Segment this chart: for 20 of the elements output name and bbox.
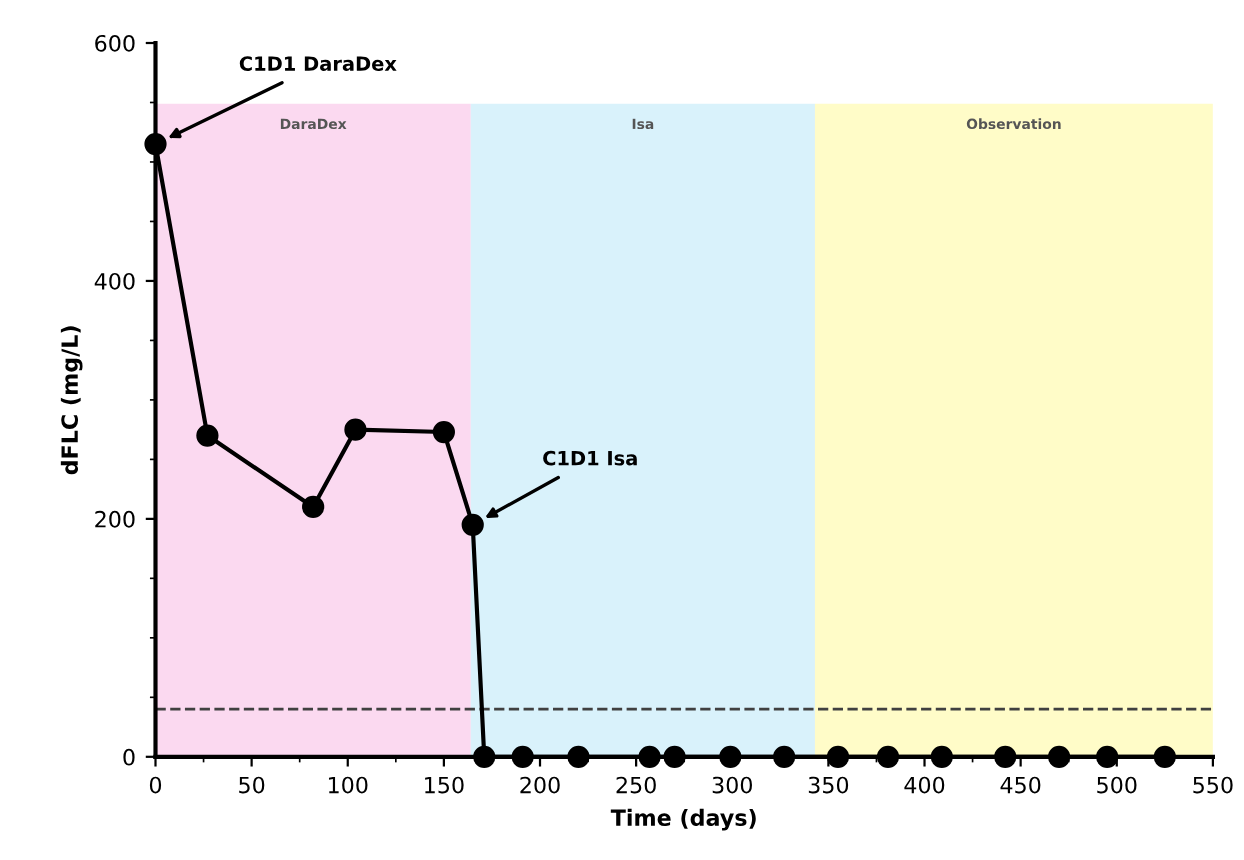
x-tick-label: 150 <box>425 776 464 794</box>
x-tick-label: 500 <box>1097 776 1137 794</box>
x-axis-title: Time (days) <box>610 808 756 831</box>
x-tick-label: 250 <box>616 776 656 794</box>
x-tick-label: 200 <box>520 776 560 794</box>
y-axis-title: dFLC (mg/L) <box>60 326 83 475</box>
x-tick-label: 450 <box>1000 776 1041 794</box>
x-tick-label: 100 <box>328 776 368 794</box>
x-tick-label: 400 <box>904 776 945 794</box>
x-tick-label: 550 <box>1193 776 1233 794</box>
y-tick-label: 0 <box>123 748 135 766</box>
x-tick-label: 300 <box>712 776 752 794</box>
annotation: C1D1 Isa <box>543 450 637 466</box>
x-tick-label: 50 <box>239 776 265 794</box>
y-tick-label: 200 <box>95 510 135 528</box>
annotation: C1D1 DaraDex <box>239 56 397 71</box>
y-tick-label: 600 <box>95 34 135 52</box>
x-tick-label: 350 <box>808 776 849 794</box>
y-tick-label: 400 <box>94 272 135 290</box>
x-tick-label: 0 <box>149 776 162 794</box>
